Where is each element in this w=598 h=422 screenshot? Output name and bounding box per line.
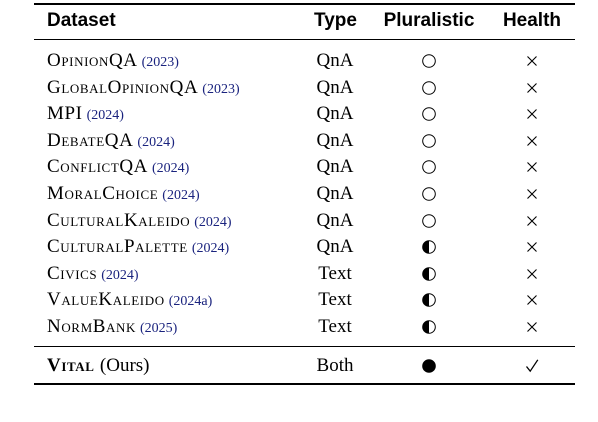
type-cell: QnA — [316, 103, 354, 125]
citation-link[interactable]: (2023) — [141, 55, 179, 70]
type-cell: QnA — [316, 156, 354, 178]
table-row: Civics (2024) Text — [0, 261, 598, 287]
dataset-name-cell: ValueKaleido (2024a) — [47, 287, 212, 315]
pluralistic-full-circle-icon — [421, 358, 437, 374]
header-type: Type — [314, 10, 357, 31]
dataset-name-cell: Civics (2024) — [47, 261, 139, 289]
cross-icon — [524, 106, 540, 122]
type-cell: Text — [318, 262, 352, 284]
type-cell: Both — [316, 355, 354, 376]
table-row: CulturalPalette (2024) QnA — [0, 234, 598, 260]
cross-icon — [524, 159, 540, 175]
pluralistic-half-circle-icon — [421, 292, 437, 308]
header-health: Health — [502, 10, 562, 31]
cross-icon — [524, 239, 540, 255]
cross-icon — [524, 292, 540, 308]
dataset-name: NormBank — [47, 316, 136, 337]
citation-link[interactable]: (2025) — [139, 321, 178, 336]
separator-rule — [34, 346, 575, 347]
dataset-name-cell: Vital (Ours) — [47, 353, 150, 379]
dataset-name: MPI — [47, 103, 83, 125]
citation-link[interactable]: (2024) — [191, 241, 230, 257]
pluralistic-half-circle-icon — [421, 239, 437, 255]
cross-icon — [524, 186, 540, 202]
citation-link[interactable]: (2023) — [202, 81, 240, 97]
table-row: ConflictQA (2024) QnA — [0, 154, 598, 180]
pluralistic-half-circle-icon — [421, 266, 437, 282]
type-cell: QnA — [316, 76, 354, 98]
dataset-name: MoralChoice — [47, 183, 159, 204]
table-row: DebateQA (2024) QnA — [0, 128, 598, 154]
pluralistic-half-circle-icon — [421, 319, 437, 335]
header-dataset: Dataset — [47, 10, 116, 31]
dataset-name: Civics — [47, 262, 98, 284]
dataset-name-cell: GlobalOpinionQA (2023) — [47, 75, 240, 103]
cross-icon — [524, 266, 540, 282]
dataset-name: CulturalKaleido — [47, 209, 191, 231]
pluralistic-empty-circle-icon — [421, 186, 437, 202]
type-cell: QnA — [316, 209, 354, 231]
type-cell: Text — [318, 289, 352, 311]
table-row: OpinionQA (2023) QnA — [0, 48, 598, 74]
dataset-name: DebateQA — [47, 129, 134, 151]
cross-icon — [524, 53, 540, 69]
type-cell: QnA — [316, 236, 354, 258]
citation-link[interactable]: (2024a) — [168, 294, 213, 310]
table-row: GlobalOpinionQA (2023) QnA — [0, 75, 598, 101]
dataset-name-cell: MPI (2024) — [47, 101, 124, 129]
citation-link[interactable]: (2024) — [101, 267, 139, 283]
dataset-name: CulturalPalette — [47, 236, 188, 258]
dataset-name: Vital — [47, 355, 95, 376]
cross-icon — [524, 319, 540, 335]
ours-label: (Ours) — [99, 355, 150, 376]
pluralistic-empty-circle-icon — [421, 213, 437, 229]
pluralistic-empty-circle-icon — [421, 80, 437, 96]
citation-link[interactable]: (2024) — [162, 188, 200, 203]
header-pluralistic: Pluralistic — [383, 10, 475, 31]
dataset-name: GlobalOpinionQA — [47, 76, 199, 98]
top-rule — [34, 3, 575, 5]
type-cell: QnA — [316, 129, 354, 151]
pluralistic-empty-circle-icon — [421, 159, 437, 175]
table-row: CulturalKaleido (2024) QnA — [0, 208, 598, 234]
cross-icon — [524, 133, 540, 149]
dataset-name-cell: NormBank (2025) — [47, 314, 177, 342]
cross-icon — [524, 213, 540, 229]
citation-link[interactable]: (2024) — [194, 214, 232, 230]
dataset-name-cell: CulturalPalette (2024) — [47, 234, 229, 262]
table-row: NormBank (2025) Text — [0, 314, 598, 340]
table-row-ours: Vital (Ours) Both — [0, 353, 598, 379]
table-row: MPI (2024) QnA — [0, 101, 598, 127]
dataset-name-cell: DebateQA (2024) — [47, 128, 175, 156]
dataset-name-cell: ConflictQA (2024) — [47, 154, 189, 182]
dataset-name: ConflictQA — [47, 156, 149, 178]
checkmark-icon — [524, 358, 540, 374]
dataset-name-cell: CulturalKaleido (2024) — [47, 208, 232, 236]
dataset-name: OpinionQA — [47, 50, 138, 71]
type-cell: QnA — [316, 183, 354, 204]
pluralistic-empty-circle-icon — [421, 133, 437, 149]
pluralistic-empty-circle-icon — [421, 53, 437, 69]
dataset-name-cell: MoralChoice (2024) — [47, 181, 200, 209]
dataset-name-cell: OpinionQA (2023) — [47, 48, 179, 76]
table-row: ValueKaleido (2024a) Text — [0, 287, 598, 313]
bottom-rule — [34, 383, 575, 385]
pluralistic-empty-circle-icon — [421, 106, 437, 122]
dataset-name: ValueKaleido — [47, 289, 165, 311]
type-cell: Text — [318, 316, 352, 337]
citation-link[interactable]: (2024) — [86, 108, 124, 124]
header-rule — [34, 39, 575, 40]
cross-icon — [524, 80, 540, 96]
citation-link[interactable]: (2024) — [152, 161, 190, 177]
type-cell: QnA — [316, 50, 354, 71]
citation-link[interactable]: (2024) — [137, 134, 175, 150]
table-row: MoralChoice (2024) QnA — [0, 181, 598, 207]
